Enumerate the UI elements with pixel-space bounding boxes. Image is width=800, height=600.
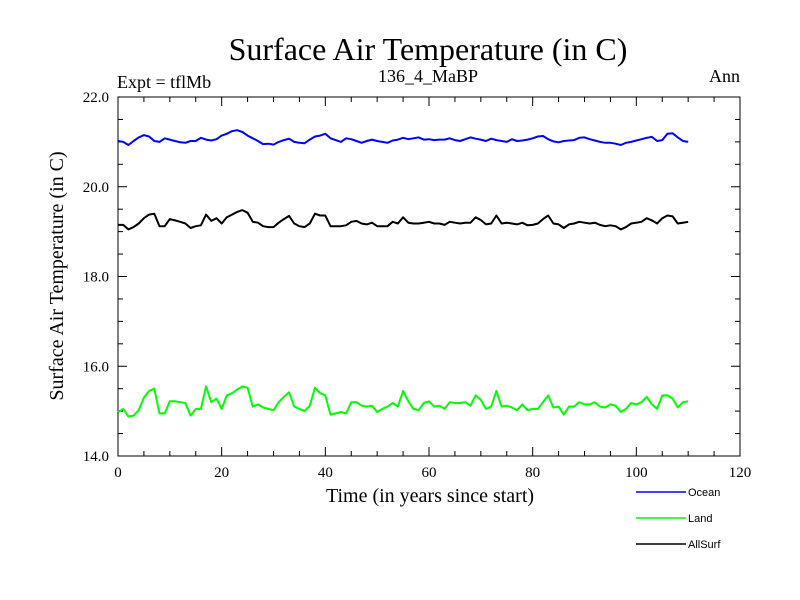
y-tick-label: 18.0 [83, 270, 109, 286]
x-tick-label: 80 [525, 465, 540, 481]
series-layer [117, 129, 689, 418]
x-tick-label: 40 [318, 465, 333, 481]
x-tick-label: 60 [422, 465, 437, 481]
experiment-label: Expt = tflMb [117, 72, 211, 92]
series-line-allsurf [118, 209, 689, 231]
chart-title: Surface Air Temperature (in C) [229, 31, 628, 67]
y-tick-label: 14.0 [83, 449, 109, 465]
legend-label-allsurf: AllSurf [688, 539, 721, 551]
x-axis: 0 20 40 60 80 100 120 [114, 97, 751, 481]
y-tick-label: 20.0 [83, 180, 109, 196]
chart-subtitle: 136_4_MaBP [378, 66, 478, 86]
y-axis-label: Surface Air Temperature (in C) [46, 151, 68, 400]
legend-label-land: Land [688, 513, 712, 525]
x-tick-label: 20 [214, 465, 229, 481]
series-line-ocean [117, 129, 689, 146]
y-tick-label: 22.0 [83, 90, 109, 106]
y-axis: 14.0 16.0 18.0 20.0 22.0 [83, 90, 740, 465]
legend-label-ocean: Ocean [688, 487, 720, 499]
series-line-land [117, 385, 689, 418]
season-label: Ann [709, 66, 740, 86]
y-tick-label: 16.0 [83, 359, 109, 375]
x-tick-label: 100 [625, 465, 648, 481]
x-tick-label: 0 [114, 465, 122, 481]
x-axis-label: Time (in years since start) [326, 485, 534, 507]
legend: Ocean Land AllSurf [636, 487, 721, 551]
x-tick-label: 120 [729, 465, 752, 481]
